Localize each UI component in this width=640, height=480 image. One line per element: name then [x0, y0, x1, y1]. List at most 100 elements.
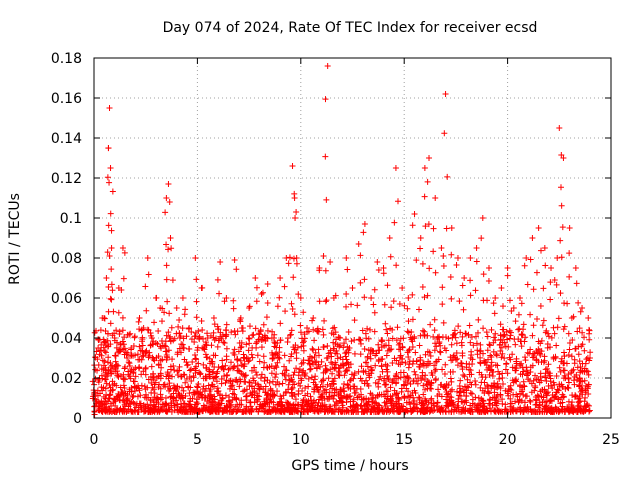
data-point [351, 372, 358, 379]
data-point [223, 345, 230, 352]
data-point [203, 364, 210, 371]
data-point [368, 364, 375, 371]
data-point [105, 145, 112, 152]
data-point [166, 199, 173, 206]
data-point [500, 381, 507, 388]
data-point [465, 332, 472, 339]
data-point [327, 366, 334, 373]
data-point [577, 369, 584, 376]
data-point [561, 360, 568, 367]
data-point [329, 325, 336, 332]
data-point [180, 371, 187, 378]
data-point [364, 402, 371, 409]
data-point [574, 328, 581, 335]
data-point [345, 329, 352, 336]
data-point [104, 249, 111, 256]
data-point [357, 279, 364, 286]
data-point [274, 303, 281, 310]
data-point [148, 335, 155, 341]
data-point [439, 366, 446, 373]
data-point [107, 210, 114, 217]
data-point [100, 384, 107, 391]
data-point [289, 408, 296, 415]
data-point [544, 340, 551, 347]
data-point [486, 400, 493, 407]
data-point [388, 346, 395, 353]
data-point [182, 407, 189, 414]
data-point [261, 378, 268, 385]
data-point [561, 353, 568, 360]
data-point [306, 360, 313, 367]
data-point [303, 401, 310, 408]
data-point [511, 336, 518, 343]
data-point [246, 303, 253, 310]
data-point [193, 276, 200, 283]
data-point [381, 408, 388, 415]
data-point [167, 363, 174, 370]
data-point [457, 377, 464, 384]
y-tick-label: 0.1 [60, 211, 82, 227]
data-point [473, 340, 480, 347]
data-point [130, 392, 137, 399]
data-point [571, 360, 578, 367]
data-point [293, 255, 300, 261]
data-point [486, 371, 493, 378]
data-point [302, 373, 309, 380]
data-point [527, 256, 534, 263]
data-point [200, 345, 207, 352]
data-point [377, 373, 384, 380]
data-point [101, 348, 108, 355]
data-point [176, 330, 183, 337]
data-point [119, 314, 126, 321]
data-point [163, 276, 170, 283]
data-point [418, 405, 425, 412]
data-point [181, 311, 188, 318]
data-point [142, 364, 149, 371]
data-point [389, 326, 396, 333]
data-point [123, 397, 130, 404]
data-point [383, 381, 390, 388]
data-point [560, 155, 567, 161]
data-point [328, 353, 335, 360]
data-point [432, 366, 439, 373]
data-point [196, 335, 203, 342]
data-point [186, 390, 193, 397]
data-point [90, 393, 97, 400]
data-point [333, 386, 340, 393]
data-point [421, 376, 428, 383]
data-point [119, 245, 126, 251]
data-point [561, 367, 568, 374]
data-point [191, 352, 198, 359]
data-point [390, 298, 397, 305]
data-point [432, 195, 439, 201]
data-point [108, 281, 115, 288]
data-point [295, 408, 302, 415]
data-point [479, 215, 486, 221]
data-point [354, 405, 361, 412]
data-point [323, 355, 330, 362]
data-point [373, 350, 380, 357]
data-point [410, 377, 417, 384]
data-point [222, 362, 229, 369]
data-point [424, 332, 431, 339]
data-point [211, 321, 218, 328]
data-point [292, 342, 299, 349]
data-point [151, 381, 158, 388]
data-point [562, 385, 569, 392]
data-point [357, 340, 364, 347]
data-point [344, 266, 351, 273]
data-point [572, 265, 579, 271]
data-point [448, 225, 455, 231]
data-point [94, 387, 101, 394]
data-point [133, 400, 140, 407]
data-point [582, 394, 589, 401]
data-point [106, 179, 113, 186]
data-point [174, 371, 181, 378]
data-point [379, 368, 386, 375]
data-point [329, 385, 336, 392]
data-point [558, 355, 565, 362]
data-point [171, 384, 178, 391]
data-point [510, 305, 517, 311]
data-point [486, 341, 493, 348]
data-point [512, 318, 519, 325]
